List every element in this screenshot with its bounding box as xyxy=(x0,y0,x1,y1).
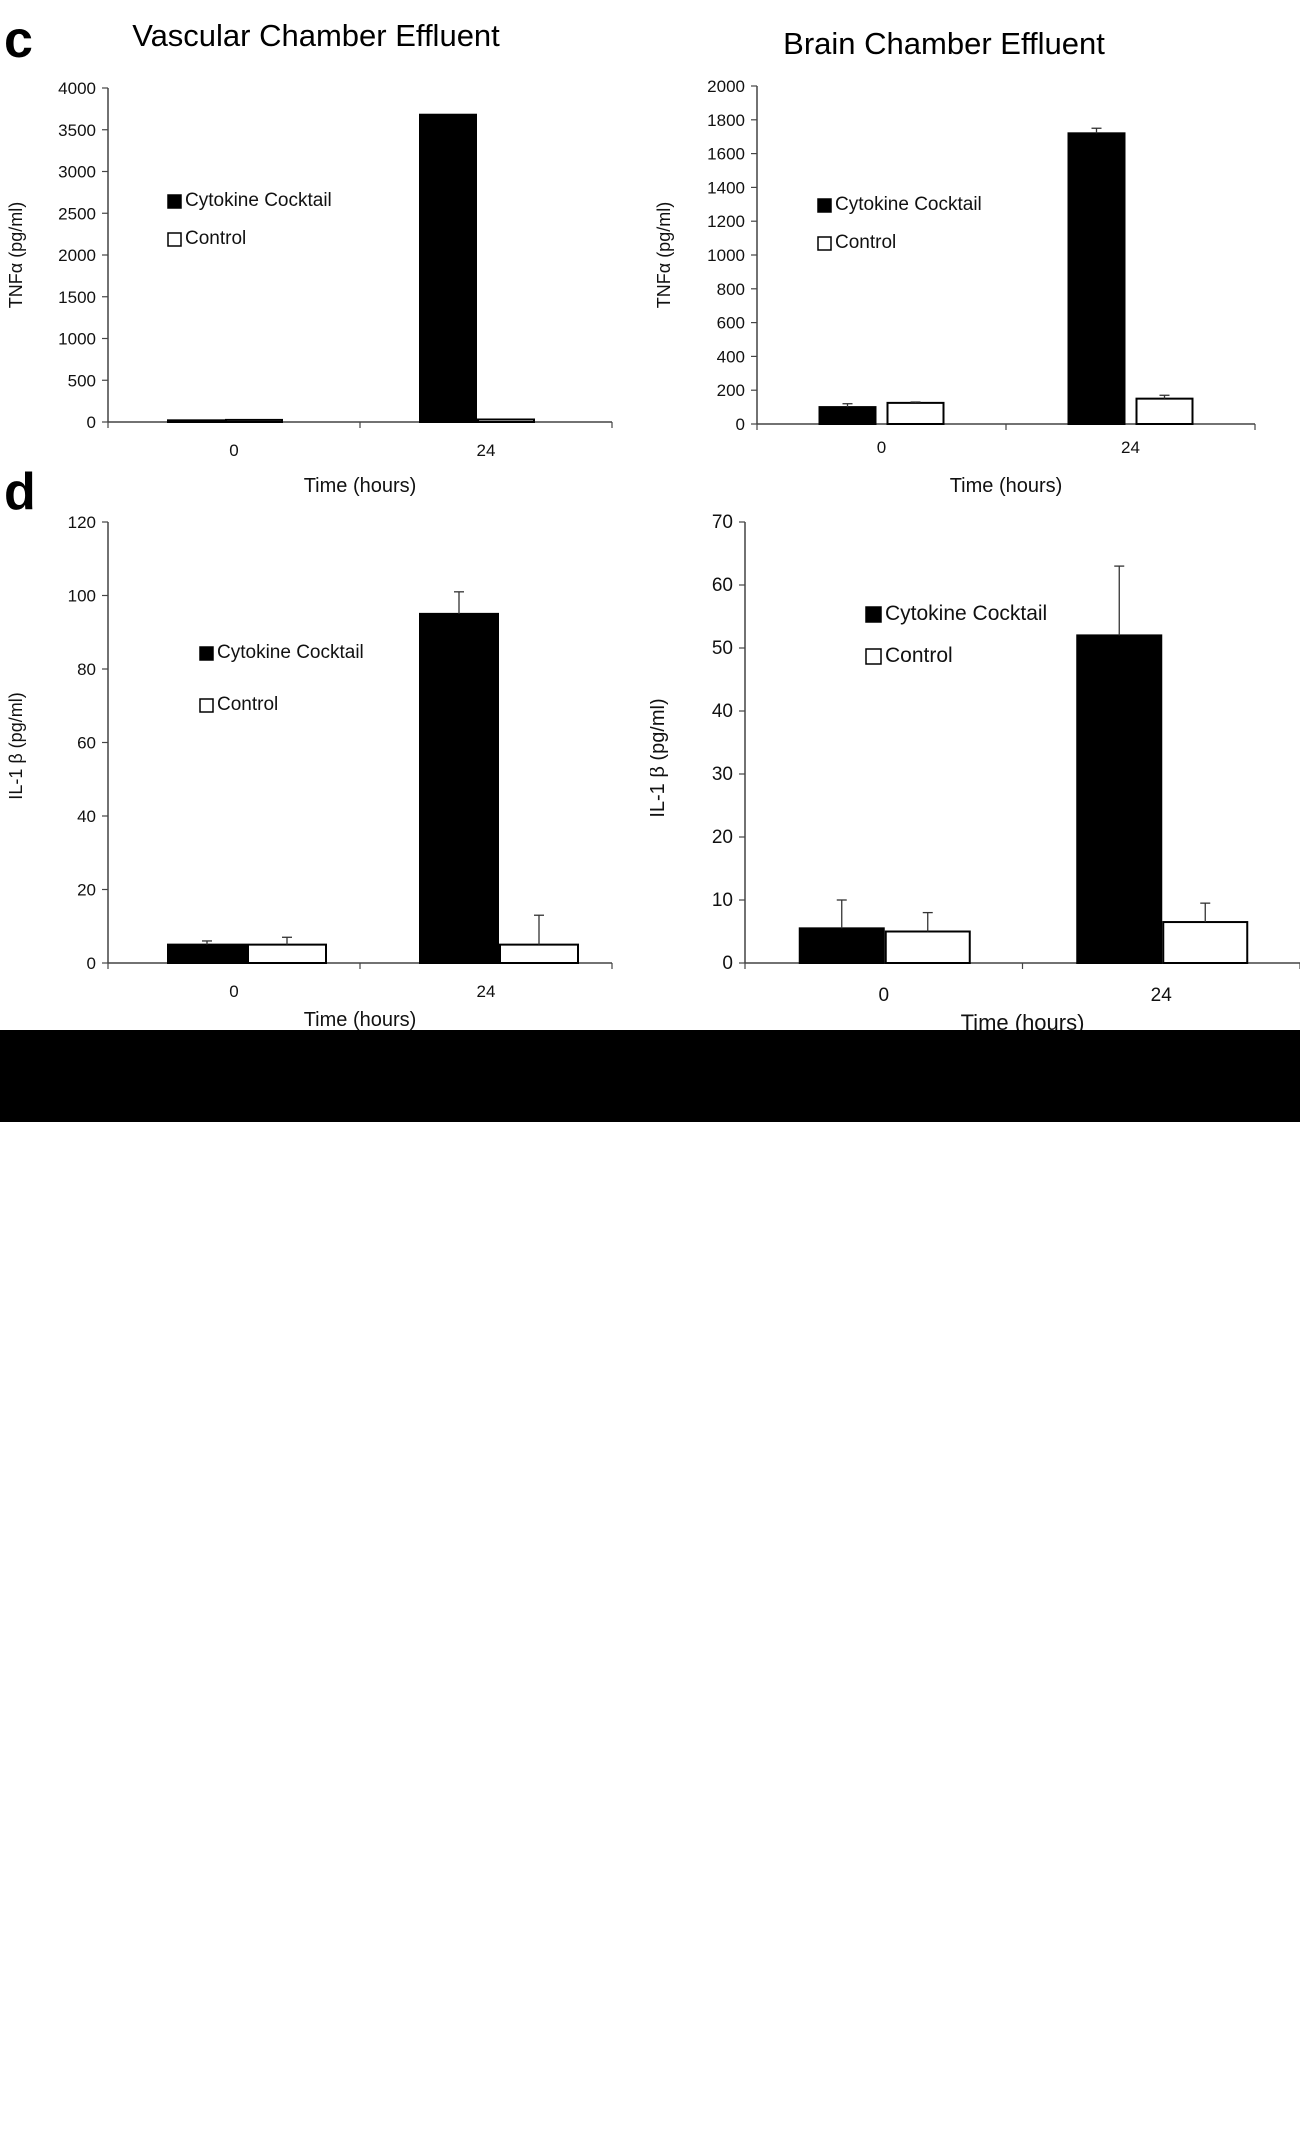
y-tick-label: 3000 xyxy=(58,163,96,182)
x-tick-label: 24 xyxy=(1121,438,1140,457)
legend-label: Control xyxy=(185,228,246,249)
y-tick-label: 1600 xyxy=(707,145,745,164)
x-axis-title: Time (hours) xyxy=(304,1009,417,1030)
bar-cytokine-cocktail xyxy=(167,419,225,423)
bar-cytokine-cocktail xyxy=(1067,132,1126,425)
site-url-label: www.alamy.com xyxy=(1107,2110,1250,2132)
chart-title: Vascular Chamber Effluent xyxy=(132,18,500,53)
bar-cytokine-cocktail xyxy=(419,612,499,964)
x-axis-title: Time (hours) xyxy=(961,1010,1085,1030)
y-tick-label: 0 xyxy=(722,953,733,974)
panel-label-c: c xyxy=(4,11,33,69)
x-tick-label: 0 xyxy=(878,985,889,1006)
y-tick-label: 70 xyxy=(712,512,733,533)
y-axis-title: IL-1 β (pg/ml) xyxy=(6,692,26,799)
y-tick-label: 20 xyxy=(77,881,96,900)
bar-cytokine-cocktail xyxy=(419,113,477,423)
y-tick-label: 500 xyxy=(68,371,96,390)
bar-control xyxy=(499,943,579,964)
x-tick-label: 24 xyxy=(1151,985,1173,1006)
legend-label: Control xyxy=(835,232,896,253)
chart-vascular-il1b: 0 20 40 60 80 100 120 0 24 Time (hours) IL-1 β (pg… xyxy=(6,513,613,1030)
y-axis-title: IL-1 β (pg/ml) xyxy=(650,698,669,817)
y-tick-label: 2000 xyxy=(707,77,745,96)
y-tick-label: 1000 xyxy=(58,330,96,349)
y-tick-label: 60 xyxy=(77,734,96,753)
y-tick-label: 80 xyxy=(77,660,96,679)
legend-label: Cytokine Cocktail xyxy=(217,642,364,663)
y-tick-label: 2000 xyxy=(58,246,96,265)
legend-label: Control xyxy=(217,694,278,715)
legend-swatch xyxy=(865,648,882,665)
watermark-footer: alamy PFR97X www.alamy.com xyxy=(0,1030,1300,2132)
legend-swatch xyxy=(199,646,214,661)
legend-swatch xyxy=(817,198,832,213)
y-tick-label: 400 xyxy=(717,347,745,366)
y-tick-label: 120 xyxy=(68,513,96,532)
bar-control xyxy=(884,930,971,964)
legend-swatch xyxy=(199,698,214,713)
y-tick-label: 30 xyxy=(712,764,733,785)
x-tick-label: 24 xyxy=(477,441,496,460)
y-tick-label: 0 xyxy=(87,954,96,973)
bar-control xyxy=(1162,921,1249,964)
panel-label-d: d xyxy=(4,463,36,521)
y-axis-title: TNFα (pg/ml) xyxy=(654,202,674,308)
y-tick-label: 1000 xyxy=(707,246,745,265)
y-tick-label: 0 xyxy=(736,415,745,434)
figure: c d Vascular Chamber Effluent 0 500 1000 150… xyxy=(0,0,1300,1030)
chart-vascular-tnf: Vascular Chamber Effluent 0 500 1000 1500 200… xyxy=(6,18,613,497)
legend-label: Cytokine Cocktail xyxy=(885,602,1047,625)
y-tick-label: 1500 xyxy=(58,288,96,307)
legend-label: Cytokine Cocktail xyxy=(835,194,982,215)
y-tick-label: 60 xyxy=(712,575,733,596)
x-tick-label: 0 xyxy=(229,441,238,460)
x-axis-title: Time (hours) xyxy=(304,475,417,497)
chart-brain-tnf: Brain Chamber Effluent 0 200 400 600 800 1000 1… xyxy=(654,26,1256,497)
y-tick-label: 600 xyxy=(717,314,745,333)
y-tick-label: 800 xyxy=(717,280,745,299)
x-tick-label: 0 xyxy=(229,982,238,1001)
legend-swatch xyxy=(167,194,182,209)
y-tick-label: 40 xyxy=(712,701,733,722)
legend-label: Cytokine Cocktail xyxy=(185,190,332,211)
x-tick-label: 0 xyxy=(877,438,886,457)
bar-control xyxy=(225,418,283,424)
bar-control xyxy=(247,943,327,964)
bar-cytokine-cocktail xyxy=(1076,634,1163,964)
y-tick-label: 0 xyxy=(87,413,96,432)
legend-swatch xyxy=(817,236,832,251)
y-tick-label: 4000 xyxy=(58,79,96,98)
chart-title: Brain Chamber Effluent xyxy=(783,26,1105,61)
alamy-logo: alamy xyxy=(48,2077,174,2129)
y-tick-label: 100 xyxy=(68,587,96,606)
x-tick-label: 24 xyxy=(477,982,496,1001)
y-tick-label: 40 xyxy=(77,807,96,826)
bar-control xyxy=(886,401,945,425)
y-tick-label: 50 xyxy=(712,638,733,659)
bar-control xyxy=(1135,397,1194,425)
legend-label: Control xyxy=(885,644,953,667)
bar-cytokine-cocktail xyxy=(818,406,877,426)
y-tick-label: 20 xyxy=(712,827,733,848)
y-tick-label: 200 xyxy=(717,381,745,400)
y-tick-label: 3500 xyxy=(58,121,96,140)
y-tick-label: 10 xyxy=(712,890,733,911)
legend-swatch xyxy=(865,606,882,623)
bar-cytokine-cocktail xyxy=(167,943,247,964)
image-id-label: PFR97X xyxy=(1159,2082,1250,2109)
chart-brain-il1b: 0 10 20 30 40 50 60 70 0 24 Time (hours) IL-1 β (pg… xyxy=(650,512,1300,1030)
x-axis-title: Time (hours) xyxy=(950,475,1063,497)
y-tick-label: 1200 xyxy=(707,212,745,231)
y-axis-title: TNFα (pg/ml) xyxy=(6,202,26,308)
bar-cytokine-cocktail xyxy=(798,927,885,965)
y-tick-label: 1400 xyxy=(707,178,745,197)
y-tick-label: 1800 xyxy=(707,111,745,130)
y-tick-label: 2500 xyxy=(58,204,96,223)
bar-control xyxy=(477,418,535,423)
legend-swatch xyxy=(167,232,182,247)
